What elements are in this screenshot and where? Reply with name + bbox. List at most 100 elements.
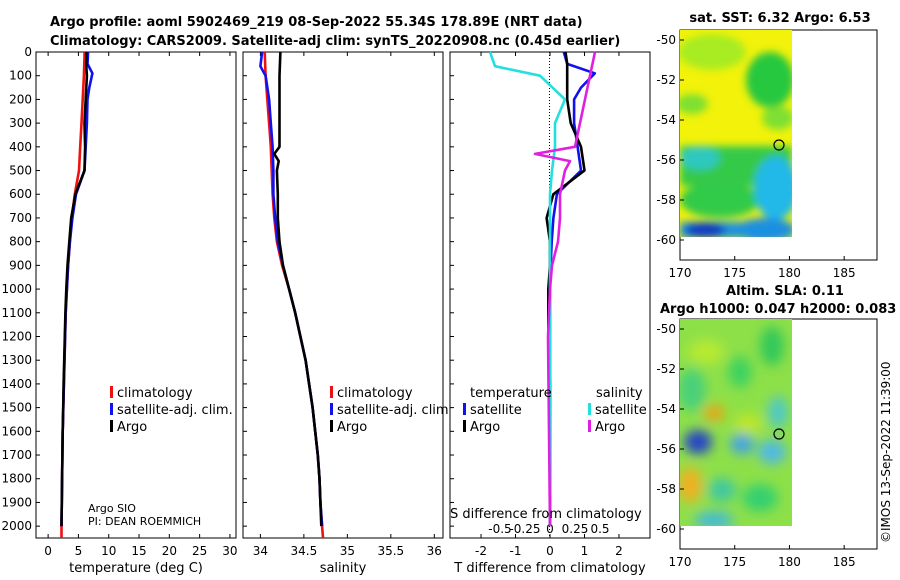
y-tick-label: 200 [9,92,32,106]
legend-t-argo-marker [463,420,466,432]
lat-tick-label: -58 [656,482,676,496]
y-tick-label: 1200 [1,329,32,343]
x-tick-label: 15 [131,544,146,558]
y-tick-label: 2000 [1,519,32,533]
sst-map: sat. SST: 6.32 Argo: 6.53 170 175 180 185 -… [656,11,878,280]
legend-satellite-marker [330,403,333,415]
y-tick-label: 1300 [1,353,32,367]
legend-argo-label: Argo [117,420,147,435]
x-tick-label: 1 [581,544,589,558]
temperature-series [60,51,94,538]
legend-s-argo-label: Argo [595,420,625,435]
y-tick-label: 1600 [1,424,32,438]
difference-tick-labels: -2 -1 0 1 2 [450,51,623,558]
sla-lat-ticks: -50 -52 -54 -56 -58 -60 [656,322,684,536]
lon-tick-label: 170 [669,266,692,280]
lat-tick-label: -60 [656,233,676,247]
lat-tick-label: -50 [656,322,676,336]
temperature-legend: climatology satellite-adj. clim. Argo [110,386,233,435]
salinity-difference-tick-label: -0.25 [509,522,540,536]
y-tick-label: 1900 [1,495,32,509]
watermark: ©IMOS 13-Sep-2022 11:39:00 [879,361,893,543]
salinity-difference-tick-label: 0.5 [590,522,609,536]
salinity-difference-tick-label: -0.5 [488,522,511,536]
legend-s-satellite-label: satellite [595,403,647,418]
y-tick-label: 700 [9,211,32,225]
y-tick-label: 100 [9,69,32,83]
x-tick-label: 34.5 [291,544,318,558]
lon-tick-label: 185 [833,266,856,280]
depth-tick-labels: 0 100 200 300 400 500 600 700 800 900 1000 1100 1200… [1,45,40,533]
title-line-1: Argo profile: aoml 5902469_219 08-Sep-20… [50,15,583,30]
lon-tick-label: 180 [778,555,801,569]
x-tick-label: 35 [340,544,355,558]
y-tick-label: 500 [9,164,32,178]
lon-tick-label: 175 [723,266,746,280]
sst-map-title: sat. SST: 6.32 Argo: 6.53 [689,11,870,26]
temperature-axes-box [35,51,237,539]
legend-climatology-label: climatology [117,386,193,401]
y-tick-label: 1800 [1,472,32,486]
salinity-difference-tick-labels: -0.5-0.25 0 0.25 0.5 [488,522,609,536]
sla-argo-marker [773,428,785,440]
sst-field [680,30,792,237]
lat-tick-label: -52 [656,73,676,87]
y-tick-label: 1700 [1,448,32,462]
y-tick-label: 1500 [1,401,32,415]
lat-tick-label: -50 [656,33,676,47]
series-argo [272,51,323,527]
y-tick-label: 1100 [1,306,32,320]
lon-tick-label: 175 [723,555,746,569]
legend-satellite-marker [110,403,113,415]
y-tick-label: 600 [9,187,32,201]
lat-tick-label: -56 [656,442,676,456]
x-tick-label: 20 [162,544,177,558]
lon-tick-label: 170 [669,555,692,569]
sst-lat-ticks: -50 -52 -54 -56 -58 -60 [656,33,684,247]
lat-tick-label: -58 [656,193,676,207]
legend-t-argo-label: Argo [470,420,500,435]
y-tick-label: 1400 [1,377,32,391]
temperature-xlabel: temperature (deg C) [69,561,203,576]
lon-tick-label: 185 [833,555,856,569]
x-tick-label: 36 [427,544,442,558]
lat-tick-label: -54 [656,113,676,127]
sla-map-title-2: Argo h1000: 0.047 h2000: 0.083 [660,302,896,317]
y-tick-label: 0 [24,45,32,59]
pi-label-1: Argo SIO [88,502,136,515]
legend-climatology-marker [110,386,113,398]
x-tick-label: -1 [510,544,522,558]
salinity-difference-tick-label: 0 [546,522,554,536]
lat-tick-label: -54 [656,402,676,416]
x-tick-label: 5 [75,544,83,558]
difference-panel: -2 -1 0 1 2 -0.5-0.25 0 0.25 0.5 S difference f… [449,51,651,576]
lat-tick-label: -52 [656,362,676,376]
legend-argo-marker [110,420,113,432]
y-tick-label: 900 [9,258,32,272]
salinity-axes-box [242,51,444,539]
legend-t-satellite-label: satellite [470,403,522,418]
x-tick-label: -2 [475,544,487,558]
title-line-2: Climatology: CARS2009. Satellite-adj cli… [50,34,620,49]
legend-argo-label: Argo [337,420,367,435]
legend-satellite-label: satellite-adj. clim. [117,403,233,418]
lon-tick-label: 180 [778,266,801,280]
legend-satellite-label: satellite-adj. clim. [337,403,453,418]
legend-temperature-title: temperature [470,386,552,401]
legend-climatology-marker [330,386,333,398]
sla-map: Altim. SLA: 0.11 Argo h1000: 0.047 h2000… [656,284,896,569]
pi-label-2: PI: DEAN ROEMMICH [88,515,201,528]
difference-xlabel: T difference from climatology [453,561,646,576]
x-tick-label: 0 [44,544,52,558]
legend-salinity-title: salinity [596,386,643,401]
legend-t-satellite-marker [463,403,466,415]
temperature-panel: 0100200300400500600700800900100011001200… [1,45,237,576]
y-tick-label: 300 [9,116,32,130]
sla-field [680,319,792,526]
lat-tick-label: -56 [656,153,676,167]
temperature-tick-labels: 0 5 10 15 20 25 30 [44,52,238,558]
legend-s-argo-marker [588,420,591,432]
x-tick-label: 30 [222,544,237,558]
salinity-difference-label: S difference from climatology [450,507,642,522]
